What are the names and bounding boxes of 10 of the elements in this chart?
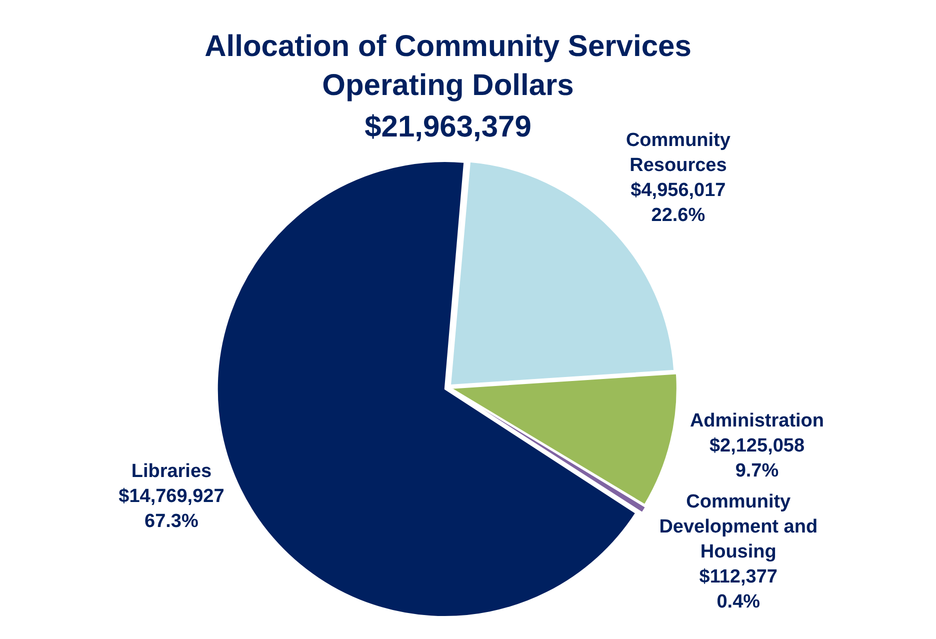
data-label: $112,377 0.4% <box>699 566 778 613</box>
data-label: $14,769,927 67.3% <box>118 486 224 532</box>
slice-label: Libraries <box>131 461 212 482</box>
chart-subtitle: $21,963,379 <box>364 110 532 144</box>
data-label: $2,125,058 9.7% <box>709 435 805 482</box>
data-label: $4,956,017 22.6% <box>630 180 726 226</box>
slice-label: Community Resources <box>626 130 731 176</box>
slice-label: Community Development and Housing <box>659 492 818 563</box>
slice-label: Administration <box>690 410 824 432</box>
chart-title: Allocation of Community Services Operating Dollars <box>204 30 692 102</box>
